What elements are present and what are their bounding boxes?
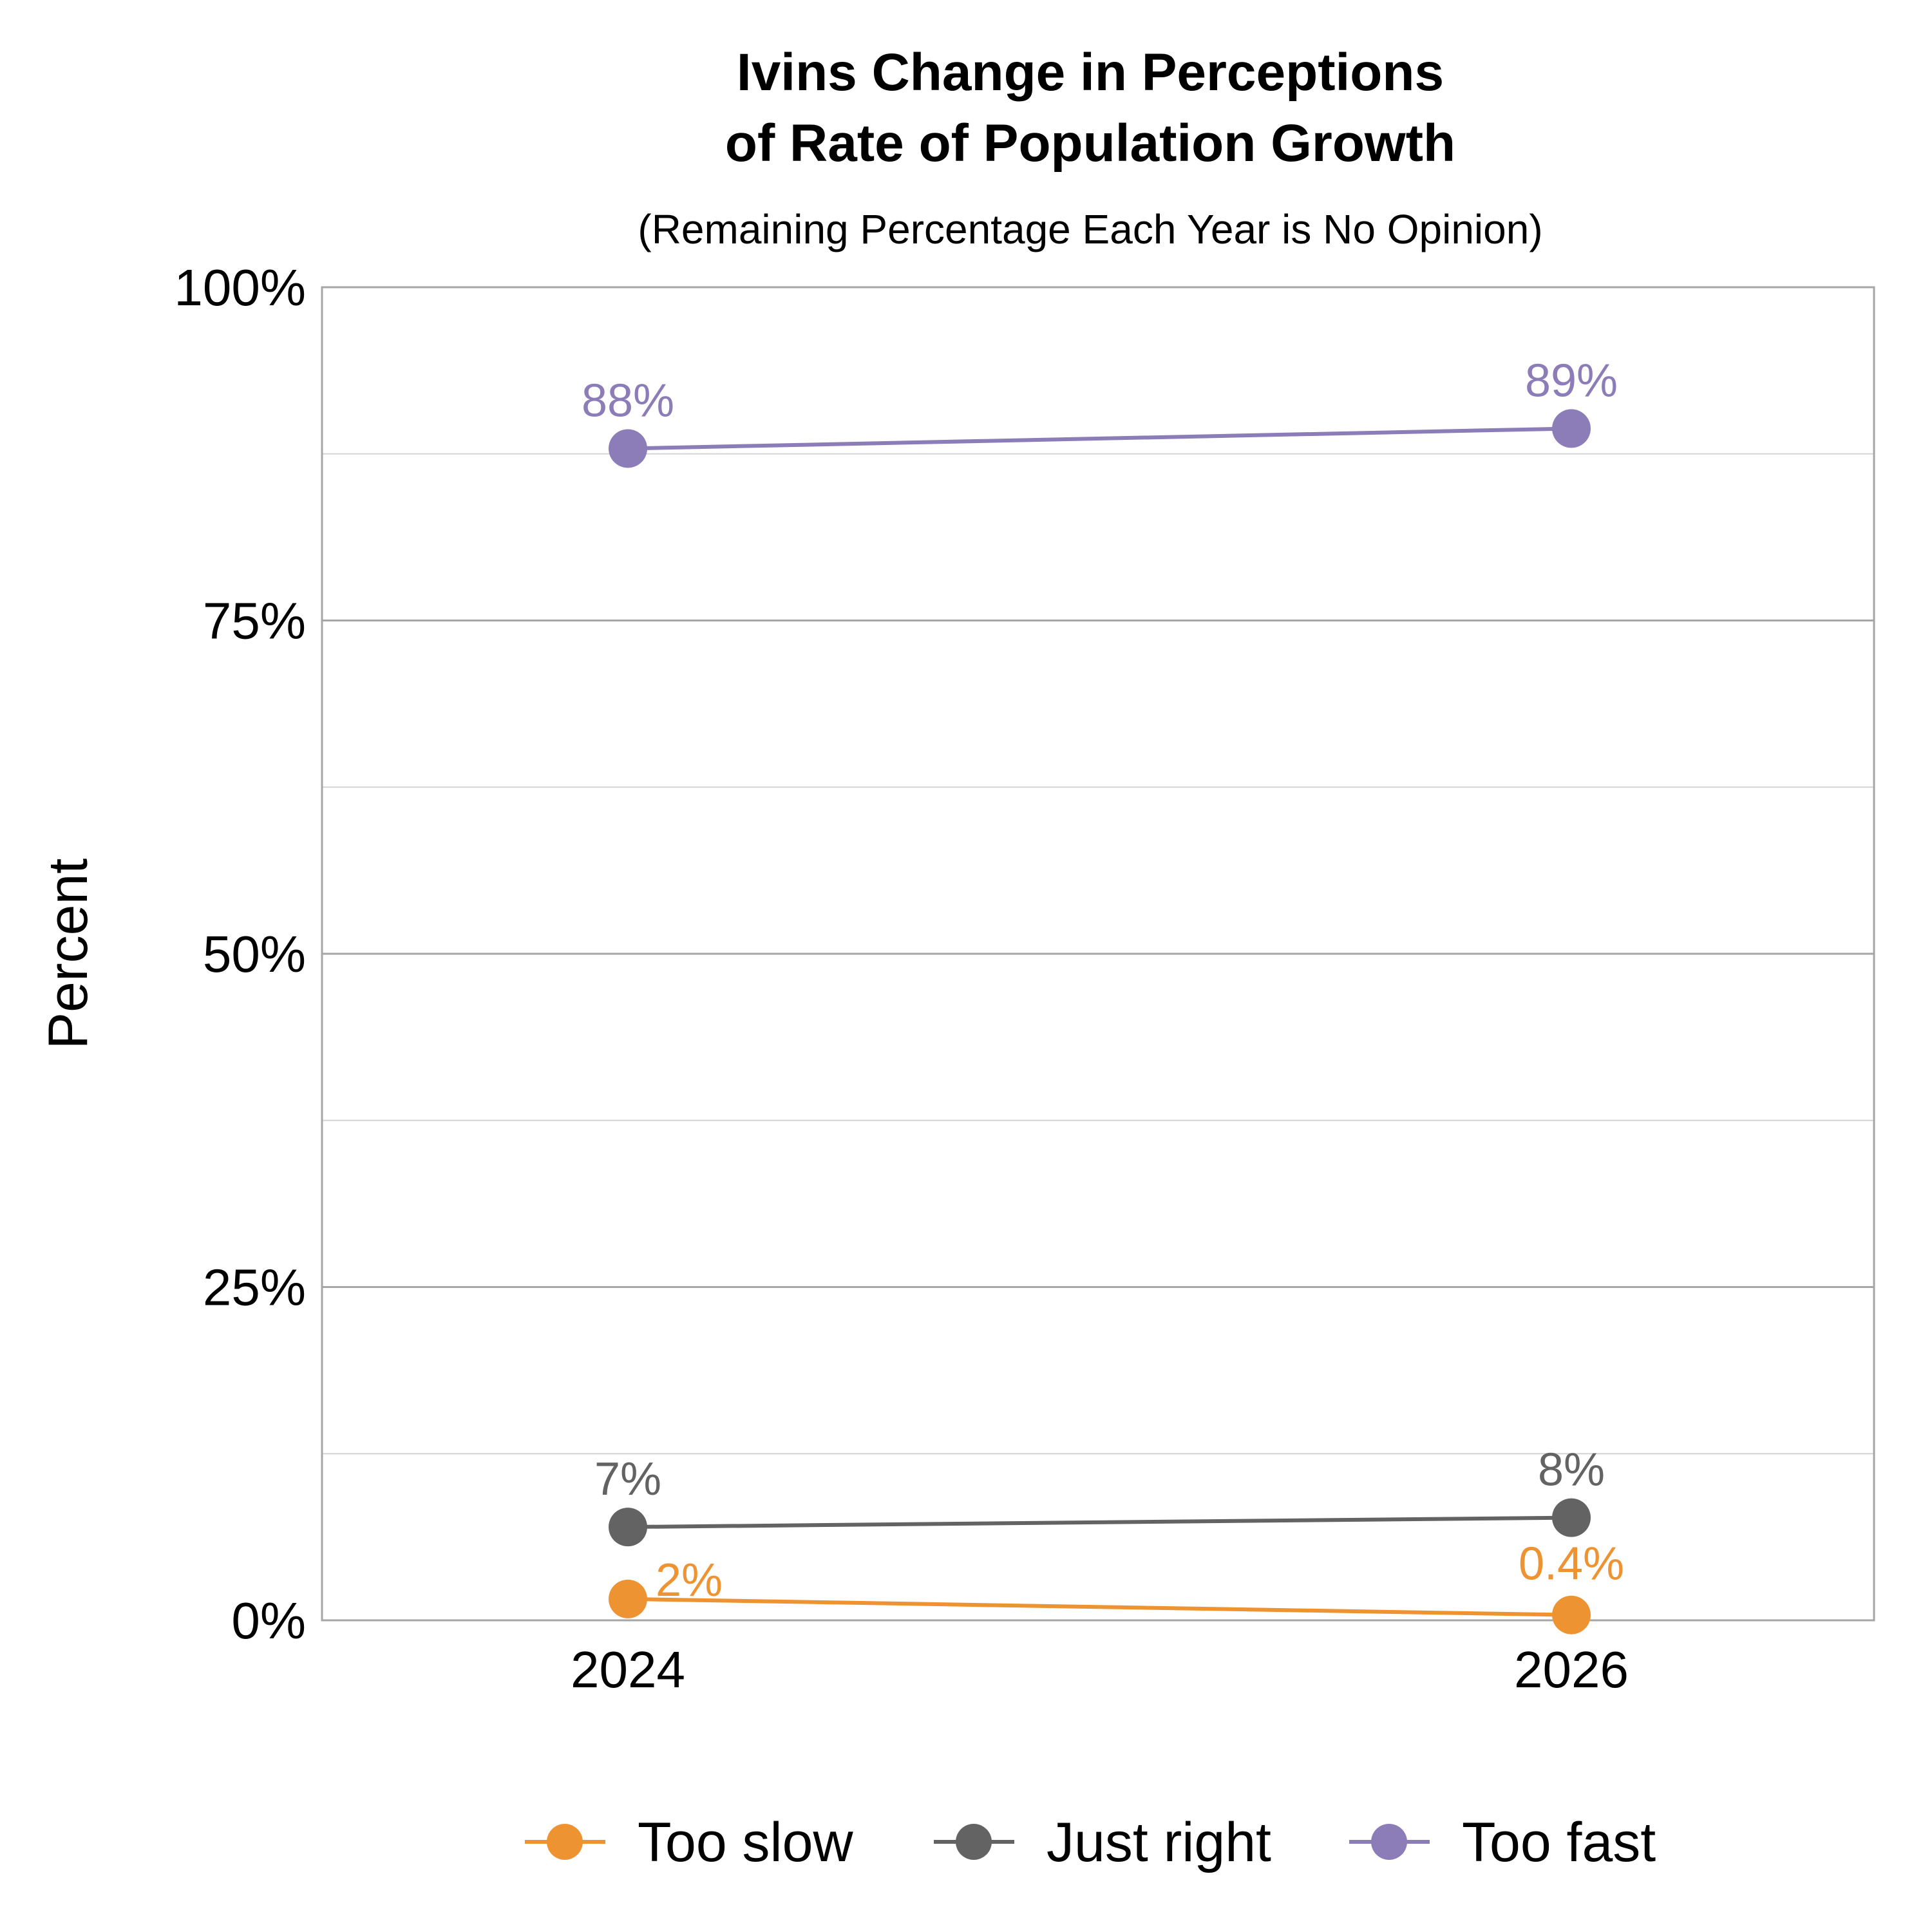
y-tick-label: 75% bbox=[203, 592, 306, 650]
gridlines bbox=[322, 453, 1874, 1455]
data-point bbox=[1552, 1498, 1591, 1537]
series-too-slow: 2% 0.4% bbox=[609, 1539, 1624, 1634]
legend-marker bbox=[1371, 1824, 1407, 1860]
chart-subtitle: (Remaining Percentage Each Year is No Op… bbox=[638, 206, 1542, 252]
legend-marker bbox=[547, 1824, 583, 1860]
series-just-right: 7% 8% bbox=[594, 1444, 1605, 1547]
legend-marker bbox=[956, 1824, 992, 1860]
y-tick-label: 50% bbox=[203, 925, 306, 983]
chart-title-line-2: of Rate of Population Growth bbox=[725, 114, 1455, 173]
data-point bbox=[609, 1579, 647, 1618]
y-tick-label: 0% bbox=[231, 1592, 306, 1649]
series-line bbox=[627, 426, 1572, 451]
series-line bbox=[627, 1515, 1572, 1530]
legend-item: Just right bbox=[934, 1812, 1271, 1873]
chart-title-line-1: Ivins Change in Perceptions bbox=[737, 43, 1444, 102]
legend-item: Too slow bbox=[525, 1812, 853, 1873]
series-lines: 2% 0.4% 7% 8% 88% 89% bbox=[582, 355, 1624, 1634]
x-tick-label: 2026 bbox=[1514, 1641, 1629, 1698]
data-label: 0.4% bbox=[1519, 1539, 1624, 1590]
x-tick-label: 2024 bbox=[571, 1641, 685, 1698]
data-point bbox=[1552, 1595, 1591, 1634]
data-point bbox=[609, 1508, 647, 1547]
legend-label: Too slow bbox=[638, 1812, 853, 1873]
series-too-fast: 88% 89% bbox=[582, 355, 1618, 468]
x-axis-ticks: 2024 2026 bbox=[571, 1641, 1629, 1698]
data-label: 2% bbox=[656, 1555, 723, 1606]
legend-item: Too fast bbox=[1349, 1812, 1656, 1873]
y-axis-label: Percent bbox=[37, 858, 99, 1049]
y-tick-label: 100% bbox=[174, 259, 306, 316]
plot-area-border bbox=[321, 286, 1875, 1622]
data-point bbox=[1552, 409, 1591, 448]
data-label: 7% bbox=[594, 1454, 661, 1505]
y-axis-ticks: 0% 25% 50% 75% 100% bbox=[174, 259, 306, 1649]
series-line bbox=[627, 1596, 1572, 1617]
data-label: 88% bbox=[582, 375, 674, 426]
legend-label: Too fast bbox=[1462, 1812, 1656, 1873]
legend: Too slow Just right Too fast bbox=[525, 1812, 1656, 1873]
data-label: 89% bbox=[1525, 355, 1618, 406]
legend-label: Just right bbox=[1046, 1812, 1271, 1873]
chart-title: Ivins Change in Perceptions of Rate of P… bbox=[725, 43, 1455, 173]
data-label: 8% bbox=[1538, 1444, 1605, 1496]
data-point bbox=[609, 429, 647, 468]
y-tick-label: 25% bbox=[203, 1259, 306, 1316]
